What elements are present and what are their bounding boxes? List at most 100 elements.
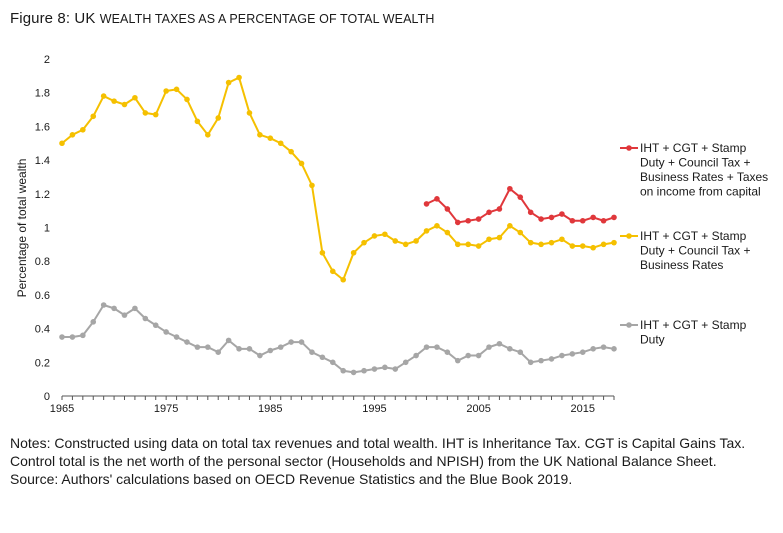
y-tick-label: 0.8 [35,256,50,268]
y-tick-label: 0.2 [35,357,50,369]
series-3-point [548,356,555,362]
series-3-point [454,357,461,364]
series-1-point [538,216,544,222]
series-3-point [382,364,388,371]
series-2-point [309,182,315,189]
y-tick-label: 1.8 [35,88,50,100]
line-chart: 1965 1975 1985 1995 2005 2015 0 0.2 0.4 0.6 0.8 1 1.… [15,54,768,415]
series-1-point [434,196,440,202]
chart-axes: 1965 1975 1985 1995 2005 2015 0 0.2 0.4 0.6 0.8 1 1.… [35,54,615,415]
series-2-point [205,132,211,138]
series-2-point [350,249,357,256]
series-2-point [267,135,274,141]
series-2-point [590,244,596,251]
series-line-1 [426,187,615,224]
series-2-point [402,241,409,248]
series-1-point [423,201,430,207]
series-2-point [329,268,336,275]
series-3-point [496,340,503,347]
series-2-point [579,243,586,249]
series-2-point [163,88,169,94]
series-1-point [611,214,617,221]
series-3-point [371,366,378,372]
series-3-point [590,346,596,352]
series-3-point [465,352,471,359]
series-2-point [371,233,378,239]
series-3-point [163,329,169,335]
series-1-point [507,185,513,192]
y-axis-label: Percentage of total wealth [15,159,29,298]
series-3-point [69,334,76,340]
series-3-point [257,352,263,359]
series-1-point [527,209,534,216]
y-tick-label: 1.2 [35,189,50,201]
x-tick-label: 1985 [258,403,282,415]
series-line-2 [61,76,615,281]
series-2-point [90,113,97,120]
series-2-point [507,223,513,229]
series-3-point [152,322,159,329]
x-tick-label: 1975 [154,403,178,415]
series-2-point [340,276,347,283]
figure-notes: Notes: Constructed using data on total t… [10,434,770,488]
series-2-point [538,241,544,248]
series-3-point [361,367,367,374]
legend-label-2: IHT + CGT + Stamp [640,229,747,243]
figure-title-prefix: UK [74,10,96,27]
series-3-point [100,302,107,308]
series-3-point [205,344,211,350]
series-2-point [434,223,440,229]
series-3-point [90,319,97,325]
series-2-point [152,111,159,118]
series-3-point [142,315,149,322]
y-tick-label: 1 [44,223,50,235]
legend-marker-1 [626,145,632,151]
series-2-point [496,234,503,241]
figure-title: Figure 8: UK WEALTH TAXES AS A PERCENTAG… [10,10,435,27]
series-3-point [236,346,242,352]
legend-marker-3 [626,322,632,328]
series-2-point [277,140,284,147]
series-3-point [111,305,117,312]
series-2-point [215,115,222,121]
y-tick-label: 0.4 [35,324,50,336]
series-2-point [288,148,294,155]
series-3-point [80,332,86,339]
y-tick-label: 2 [44,54,50,66]
chart-series [59,74,617,376]
legend-label-1: Business Rates + Taxes [640,170,768,184]
series-2-point [569,243,576,249]
series-3-point [121,312,128,318]
series-1-point [548,214,555,221]
series-3-point [527,359,534,366]
series-3-point [246,346,253,352]
series-2-point [257,132,263,138]
series-3-point [350,369,357,376]
series-2-point [246,110,253,116]
series-2-point [361,239,367,246]
notes-text: Notes: Constructed using data on total t… [10,435,746,469]
legend-label-2: Business Rates [640,258,723,272]
legend-label-2: Duty + Council Tax + [640,244,751,258]
series-1-point [454,219,461,226]
series-3-point [329,359,336,366]
series-3-point [507,346,513,352]
series-3-point [184,339,190,345]
series-2-point [100,93,107,99]
series-3-point [340,367,347,374]
series-2-point [132,94,138,101]
legend-label-1: on income from capital [640,185,761,199]
series-2-point [548,239,555,246]
series-3-point [225,337,232,344]
series-3-point [132,305,138,312]
y-tick-label: 0.6 [35,290,50,302]
series-1-point [475,216,482,222]
series-2-point [527,239,534,246]
figure-label: Figure 8: [10,10,71,27]
series-3-point [59,334,65,340]
series-2-point [236,74,242,81]
series-2-point [382,231,388,238]
series-2-point [298,160,305,167]
series-3-point [194,344,201,350]
series-3-point [173,334,180,340]
